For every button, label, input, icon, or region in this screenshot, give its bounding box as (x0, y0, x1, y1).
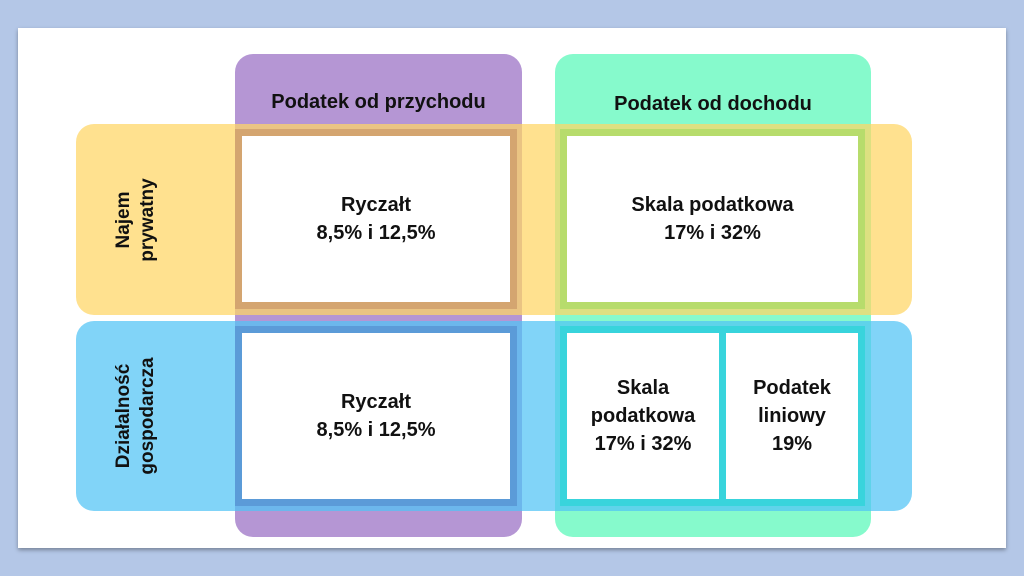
cell-dzialalnosc-dochod-liniowy: Podatek liniowy 19% (726, 333, 858, 499)
cell-line: Ryczałt (340, 391, 412, 413)
cell-najem-dochod: Skala podatkowa 17% i 32% (560, 129, 865, 309)
cell-line: 8,5% i 12,5% (316, 222, 436, 244)
cell-line: podatkowa (590, 405, 696, 427)
cell-dzialalnosc-przychod: Ryczałt 8,5% i 12,5% (235, 326, 517, 506)
row-label-line: Działalność (113, 363, 134, 469)
cell-line: Skala podatkowa (631, 194, 794, 216)
row-label-line: gospodarcza (137, 357, 158, 475)
cell-line: 17% i 32% (664, 222, 761, 244)
cell-najem-przychod: Ryczałt 8,5% i 12,5% (235, 129, 517, 309)
cell-line: Ryczałt (340, 194, 412, 216)
cell-dzialalnosc-dochod-skala: Skala podatkowa 17% i 32% (567, 333, 719, 499)
row-label-najem: Najem prywatny (112, 178, 160, 261)
row-label-dzialalnosc: Działalność gospodarcza (112, 357, 160, 474)
column-header-dochod: Podatek od dochodu (614, 93, 812, 115)
cell-line: 19% (771, 433, 813, 455)
slide: Podatek od przychodu Podatek od dochodu … (18, 28, 1006, 548)
cell-line: Podatek (753, 377, 831, 399)
cell-line: 8,5% i 12,5% (316, 419, 436, 441)
cell-line: liniowy (758, 405, 826, 427)
row-label-line: prywatny (137, 178, 158, 262)
cell-line: 17% i 32% (594, 433, 692, 455)
column-header-przychod: Podatek od przychodu (271, 91, 486, 113)
row-label-line: Najem (113, 191, 134, 249)
cell-line: Skala (616, 377, 670, 399)
